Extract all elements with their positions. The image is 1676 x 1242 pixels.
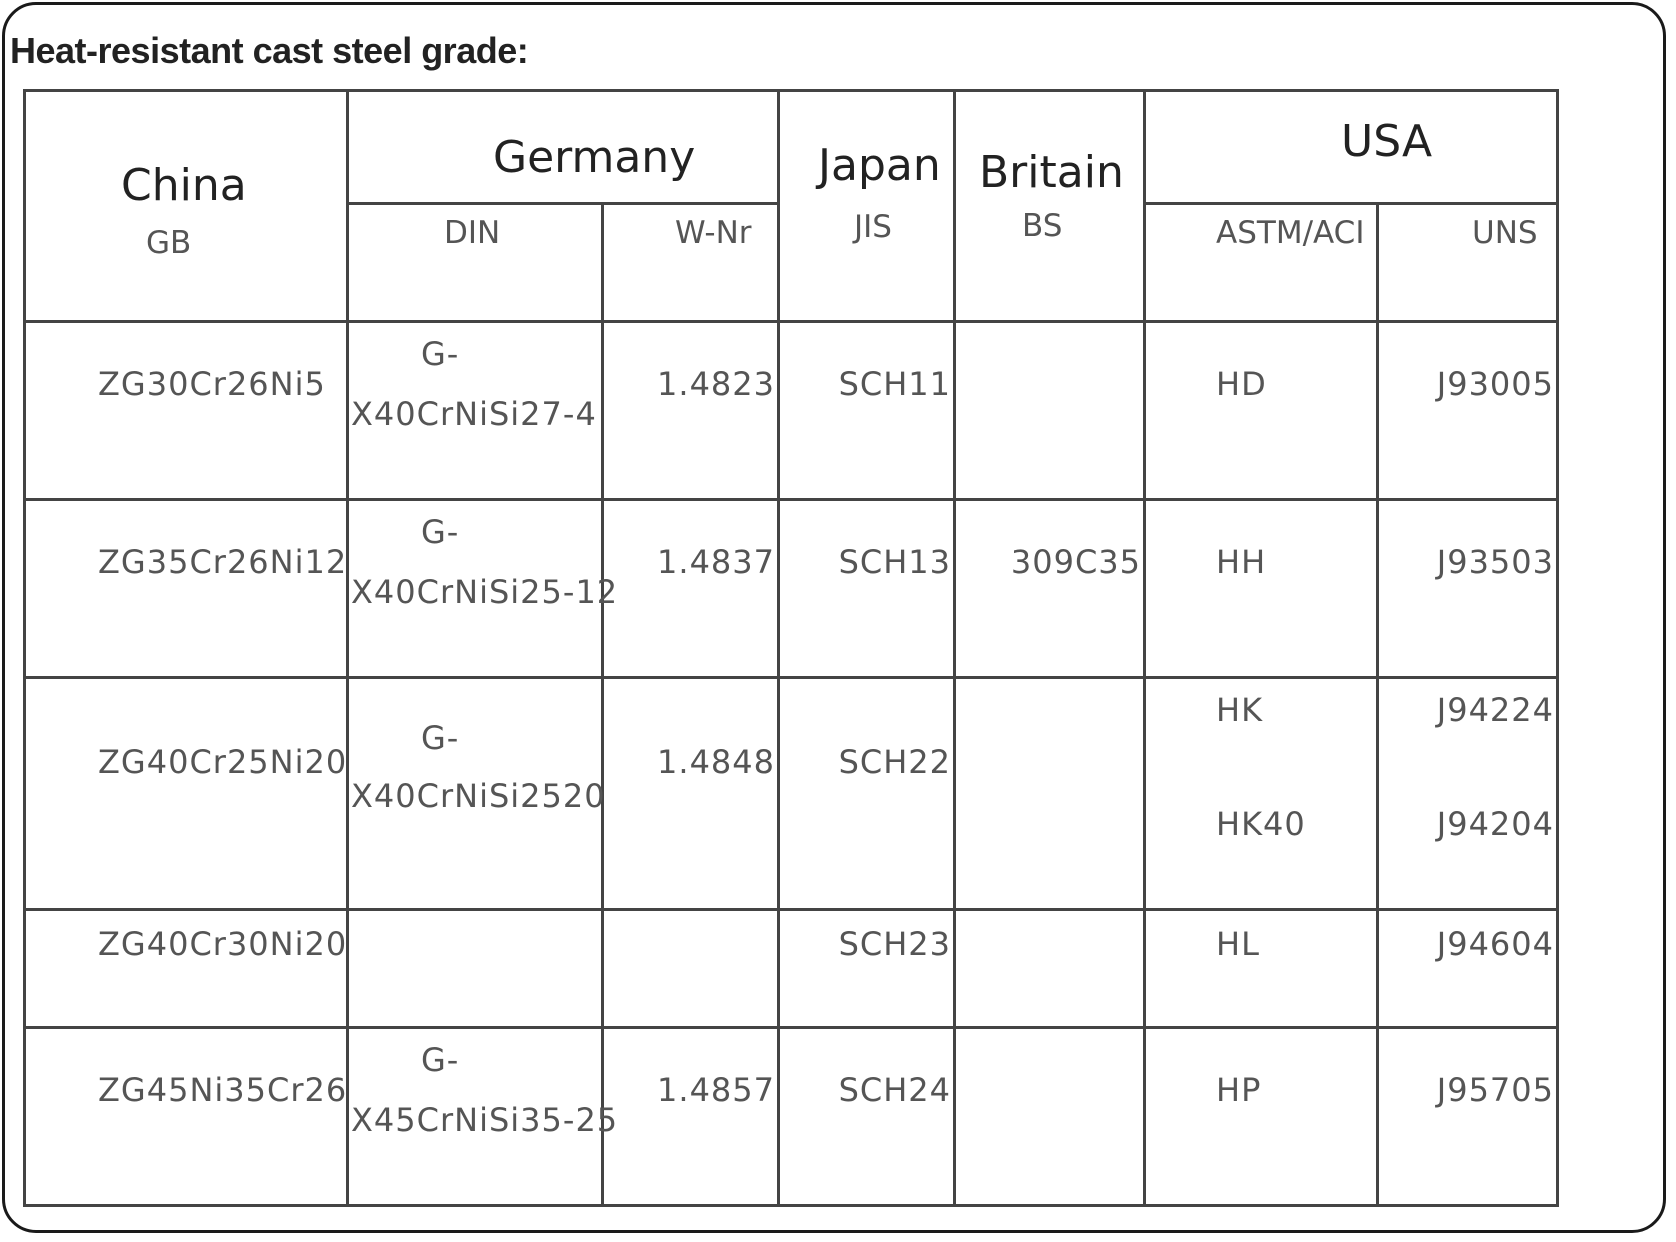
- jis-cell: SCH22: [838, 743, 951, 781]
- uns-cell: J94604: [1436, 925, 1554, 963]
- header-astm: ASTM/ACI: [1143, 202, 1379, 323]
- page-title: Heat-resistant cast steel grade:: [10, 30, 529, 71]
- gb-cell: ZG40Cr25Ni20: [98, 743, 348, 781]
- jis-cell: SCH13: [838, 543, 951, 581]
- gb-cell: ZG35Cr26Ni12: [98, 543, 348, 581]
- header-china-label: China: [121, 160, 247, 211]
- table-row: ZG40Cr30Ni20 SCH23 HL J94604: [23, 908, 1559, 1029]
- wnr-cell: 1.4857: [657, 1071, 775, 1109]
- header-uns: UNS: [1376, 202, 1559, 323]
- gb-cell: ZG30Cr26Ni5: [98, 365, 326, 403]
- din-cell-line1: G-: [421, 513, 460, 551]
- astm-cell-2: HK40: [1216, 805, 1306, 843]
- jis-cell: SCH23: [838, 925, 951, 963]
- header-astm-label: ASTM/ACI: [1216, 215, 1365, 251]
- astm-cell: HL: [1216, 925, 1260, 963]
- header-usa: USA: [1143, 89, 1559, 205]
- jis-cell: SCH11: [838, 365, 951, 403]
- astm-cell: HH: [1216, 543, 1267, 581]
- jis-cell: SCH24: [838, 1071, 951, 1109]
- header-usa-label: USA: [1341, 116, 1433, 167]
- header-japan: Japan JIS: [777, 89, 956, 323]
- din-cell-line2: X40CrNiSi2520: [351, 777, 606, 815]
- gb-cell: ZG40Cr30Ni20: [98, 925, 348, 963]
- bs-cell: 309C35: [1010, 543, 1141, 581]
- din-cell-line2: X40CrNiSi27-4: [351, 395, 597, 433]
- din-cell-line1: G-: [421, 1041, 460, 1079]
- header-china: China GB: [23, 89, 349, 323]
- header-uns-label: UNS: [1472, 215, 1538, 251]
- uns-cell: J93503: [1436, 543, 1554, 581]
- uns-cell: J94224: [1436, 691, 1554, 729]
- table-row: ZG35Cr26Ni12 G- X40CrNiSi25-12 1.4837 SC…: [23, 498, 1559, 679]
- uns-cell: J93005: [1436, 365, 1554, 403]
- header-din-label: DIN: [444, 215, 501, 251]
- astm-cell: HK: [1216, 691, 1264, 729]
- header-germany-label: Germany: [493, 132, 696, 183]
- astm-cell: HP: [1216, 1071, 1262, 1109]
- gb-cell: ZG45Ni35Cr26: [98, 1071, 348, 1109]
- astm-cell: HD: [1216, 365, 1267, 403]
- header-britain-label: Britain: [979, 147, 1124, 198]
- table-row: ZG30Cr26Ni5 G- X40CrNiSi27-4 1.4823 SCH1…: [23, 320, 1559, 501]
- header-jis-label: JIS: [854, 209, 892, 245]
- din-cell-line1: G-: [421, 335, 460, 373]
- din-cell-line1: G-: [421, 719, 460, 757]
- header-germany: Germany: [346, 89, 780, 205]
- header-britain: Britain BS: [953, 89, 1146, 323]
- table-row: ZG45Ni35Cr26 G- X45CrNiSi35-25 1.4857 SC…: [23, 1026, 1559, 1207]
- header-gb-label: GB: [146, 225, 192, 261]
- uns-cell: J95705: [1436, 1071, 1554, 1109]
- wnr-cell: 1.4848: [657, 743, 775, 781]
- header-din: DIN: [346, 202, 604, 323]
- uns-cell-2: J94204: [1436, 805, 1554, 843]
- wnr-cell: 1.4837: [657, 543, 775, 581]
- steel-grade-table: China GB Germany Japan JIS Britain BS US…: [23, 89, 1559, 1207]
- wnr-cell: 1.4823: [657, 365, 775, 403]
- din-cell-line2: X40CrNiSi25-12: [351, 573, 619, 611]
- header-japan-label: Japan: [818, 140, 941, 191]
- din-cell-line2: X45CrNiSi35-25: [351, 1101, 619, 1139]
- header-wnr: W-Nr: [601, 202, 780, 323]
- header-bs-label: BS: [1022, 208, 1063, 244]
- table-row: ZG40Cr25Ni20 G- X40CrNiSi2520 1.4848 SCH…: [23, 676, 1559, 911]
- header-wnr-label: W-Nr: [675, 215, 752, 251]
